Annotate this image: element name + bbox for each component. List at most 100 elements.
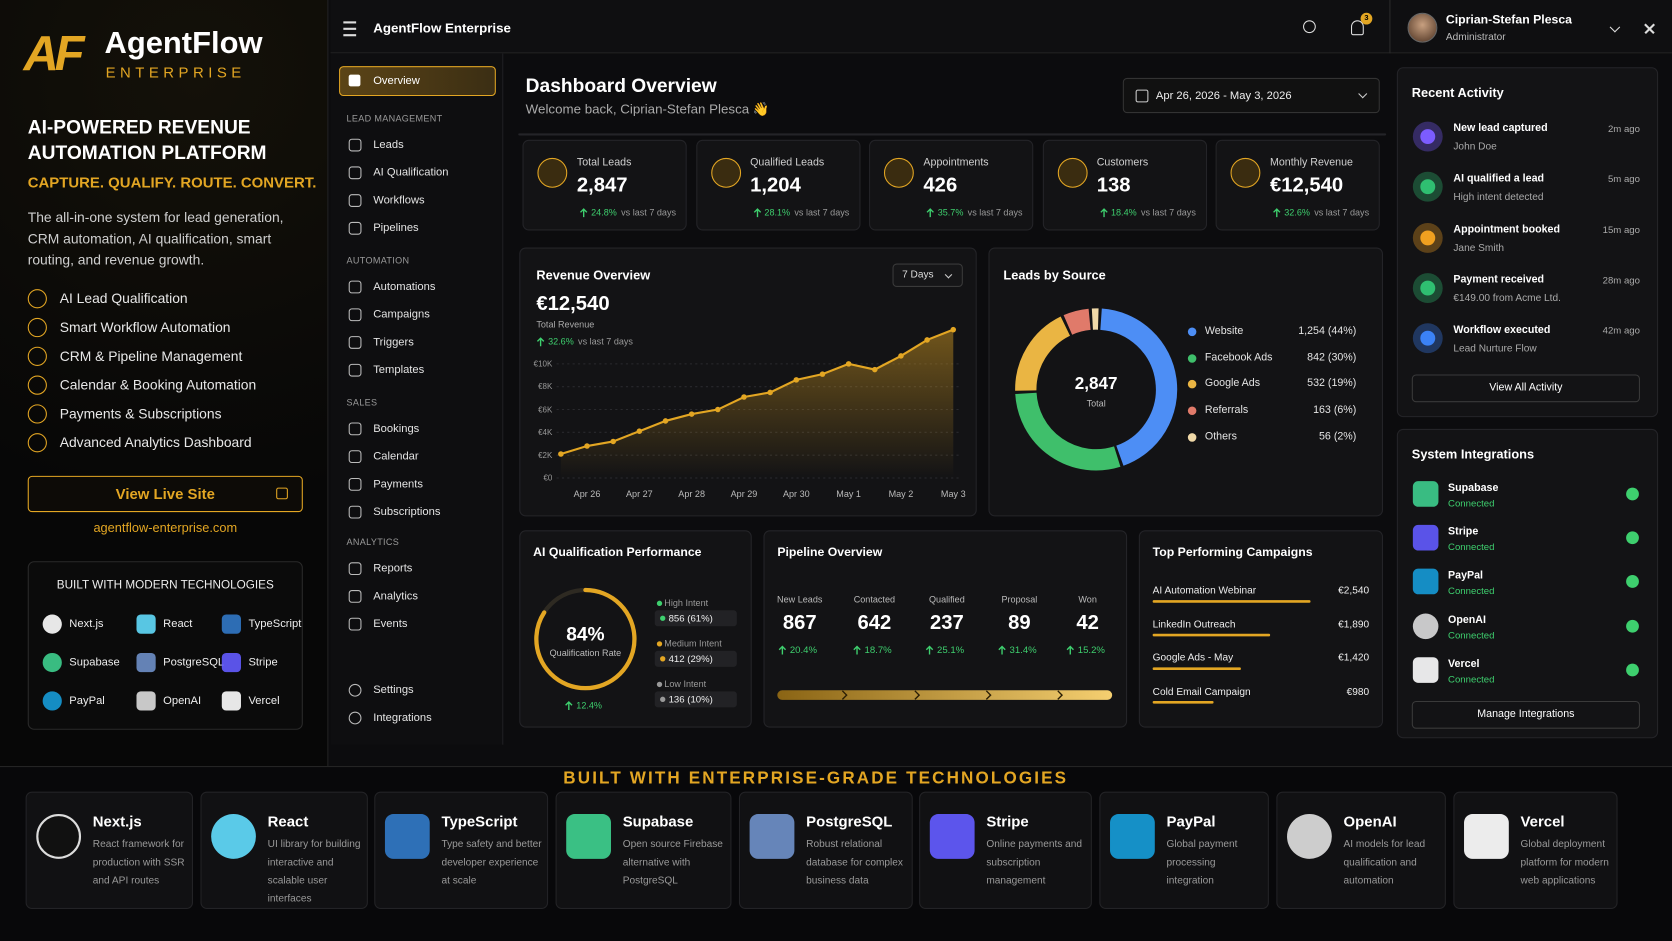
- integrations-button[interactable]: [1411, 700, 1640, 729]
- intent-pill: [654, 650, 737, 667]
- x-tick-label: Apr 28: [678, 488, 706, 500]
- legend-value: 842 (30%): [1307, 351, 1357, 364]
- bell-icon[interactable]: [1351, 20, 1364, 36]
- activity-desc: Jane Smith: [1453, 242, 1505, 254]
- revenue-total-label: Total Revenue: [536, 318, 595, 330]
- nav-item: Automations: [373, 280, 436, 294]
- x-tick-label: Apr 30: [782, 488, 810, 500]
- activity-icon-inner: [1420, 330, 1436, 346]
- legend-dot: [1187, 327, 1197, 337]
- nav-icon: [348, 336, 362, 349]
- point: [610, 438, 616, 445]
- nav-section-title: SALES: [346, 396, 378, 408]
- search-icon[interactable]: [1303, 20, 1316, 34]
- stage-label: Contacted: [853, 594, 896, 605]
- revenue-total: €12,540: [536, 292, 610, 316]
- campaign-bar: [1152, 700, 1214, 704]
- app-title: AgentFlow Enterprise: [373, 20, 511, 36]
- tech-name: TypeScript: [248, 617, 302, 631]
- up-arrow: [998, 645, 1006, 655]
- chevron: [1057, 690, 1064, 700]
- nav-section-title: ANALYTICS: [346, 536, 400, 548]
- intent-label: Medium Intent: [664, 637, 722, 649]
- nav-section-title: LEAD MANAGEMENT: [346, 112, 443, 124]
- legend-dot: [1187, 406, 1197, 416]
- activity-desc: €149.00 from Acme Ltd.: [1453, 292, 1561, 305]
- legend-label: Website: [1204, 325, 1244, 338]
- intent-pill: [654, 691, 737, 708]
- site-url: agentflow-enterprise.com: [93, 520, 238, 536]
- chevron: [985, 690, 992, 700]
- stage-label: Proposal: [1001, 594, 1038, 605]
- campaign-bar: [1152, 633, 1271, 637]
- activity-button[interactable]: [1411, 374, 1640, 403]
- change-value: 18.7%: [864, 644, 892, 656]
- tech-name: Next.js: [69, 617, 104, 631]
- legend-dot: [1187, 353, 1197, 363]
- integration-name: PayPal: [1448, 570, 1484, 582]
- activity-icon-inner: [1420, 179, 1436, 195]
- check-icon: [27, 289, 47, 309]
- integration-name: Vercel: [1448, 658, 1480, 670]
- change-value: 18.4%: [1110, 206, 1137, 218]
- legend-dot: [1187, 432, 1197, 442]
- date-picker[interactable]: [1122, 77, 1380, 114]
- status-check: [1626, 575, 1639, 589]
- pipeline-bar: [777, 690, 1113, 700]
- change-value: 25.1%: [936, 644, 965, 656]
- nav-item: Bookings: [373, 422, 420, 435]
- tech-card-desc: Global deployment platform for modern we…: [1520, 838, 1609, 887]
- activity-card: [1396, 67, 1659, 418]
- tech-card-desc: Type safety and better developer experie…: [441, 838, 542, 887]
- donut-segment: [1015, 316, 1071, 391]
- point: [924, 337, 930, 343]
- x-tick-label: May 3: [940, 488, 966, 500]
- tech-icon: [221, 691, 241, 711]
- tech-logo: [1110, 814, 1155, 859]
- nav-item: Integrations: [373, 711, 432, 725]
- nav-item: Leads: [373, 138, 404, 152]
- stage-value: 42: [1076, 611, 1099, 635]
- range-select[interactable]: [892, 263, 963, 287]
- change-indicator: 31.4%: [998, 644, 1041, 655]
- campaign-value: €980: [1346, 685, 1370, 698]
- up-arrow: [925, 645, 934, 655]
- tech-name: Vercel: [248, 694, 280, 708]
- change-indicator: 15.2%: [1066, 644, 1109, 655]
- nav-item-active: Overview: [373, 74, 420, 88]
- showcase-title: BUILT WITH ENTERPRISE-GRADE TECHNOLOGIES: [563, 769, 1069, 788]
- check-icon: [27, 433, 47, 453]
- activity-desc: John Doe: [1453, 141, 1497, 153]
- tech-card-desc: AI models for lead qualification and aut…: [1343, 838, 1426, 887]
- feature: Smart Workflow Automation: [59, 319, 231, 336]
- change-indicator: 28.1% vs last 7 days: [753, 206, 849, 218]
- card-title: Recent Activity: [1411, 85, 1504, 101]
- up-arrow: [926, 207, 934, 217]
- status-check: [1626, 531, 1639, 545]
- point: [688, 411, 695, 417]
- tech-card-desc: Online payments and subscription managem…: [986, 838, 1083, 887]
- kpi-label: Qualified Leads: [750, 156, 825, 169]
- activity-time: 28m ago: [1602, 274, 1640, 286]
- feature: Advanced Analytics Dashboard: [59, 434, 252, 451]
- nav-icon: [348, 589, 362, 603]
- chevron: [841, 690, 848, 700]
- activity-desc: Lead Nurture Flow: [1453, 343, 1537, 355]
- tech-name: PostgreSQL: [163, 655, 225, 669]
- stage-value: 237: [929, 611, 964, 635]
- integration-icon: [1412, 613, 1439, 639]
- change-value: 28.1%: [764, 206, 791, 218]
- change-indicator: 12.4%: [565, 700, 607, 711]
- tech-card-name: React: [267, 812, 309, 830]
- nav-active[interactable]: [339, 66, 496, 97]
- cta-button[interactable]: [27, 475, 303, 513]
- activity-title: AI qualified a lead: [1453, 173, 1545, 185]
- up-arrow: [753, 207, 761, 217]
- y-tick-label: €6K: [538, 404, 553, 415]
- change-indicator: 32.6% vs last 7 days: [536, 336, 633, 347]
- divider: [1389, 0, 1391, 54]
- page-title: Dashboard Overview: [525, 74, 717, 97]
- point: [636, 428, 643, 434]
- y-tick-label: €10K: [533, 359, 553, 369]
- intent-dot: [656, 640, 663, 647]
